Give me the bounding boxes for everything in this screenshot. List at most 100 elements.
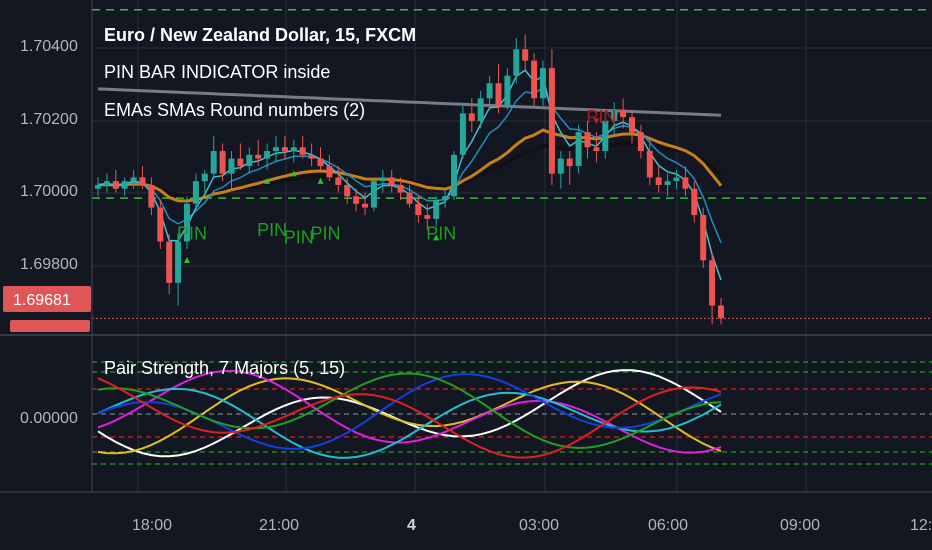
candle-body <box>664 181 671 185</box>
indicator-label: EMAs SMAs Round numbers (2) <box>104 100 365 120</box>
candle-body <box>522 49 529 61</box>
x-tick-label: 18:00 <box>132 517 172 534</box>
candle-body <box>629 117 635 133</box>
candle-body <box>406 192 413 204</box>
candle-body <box>504 75 511 106</box>
candle-body <box>130 177 137 182</box>
candle-body <box>584 132 591 148</box>
candle-body <box>548 68 555 174</box>
legend[interactable]: Euro / New Zealand Dollar, 15, FXCM PIN … <box>104 25 416 378</box>
candle-body <box>566 158 573 167</box>
candle-body <box>237 158 244 167</box>
last-price-badge-secondary <box>10 320 90 332</box>
candle-body <box>593 147 600 152</box>
candle-body <box>620 109 627 118</box>
candle-body <box>424 215 431 219</box>
candle-body <box>531 60 538 99</box>
candle-body <box>611 109 618 121</box>
pin-arrow-up <box>290 170 297 177</box>
pin-arrow-up <box>317 177 324 184</box>
strength-series-line <box>97 377 722 459</box>
candle-body <box>308 154 315 159</box>
candle-body <box>95 184 101 189</box>
x-tick-label: 09:00 <box>780 517 820 534</box>
pin-label: PIN <box>586 107 616 127</box>
candle-body <box>103 181 110 185</box>
candle-body <box>362 203 368 208</box>
candle-body <box>175 241 182 283</box>
candle-body <box>575 132 582 167</box>
candle-body <box>192 181 199 204</box>
candle-body <box>718 305 724 319</box>
y-tick-label: 1.70000 <box>20 183 78 200</box>
candle-body <box>246 154 253 167</box>
candle-body <box>495 83 502 106</box>
candle-body <box>637 132 644 152</box>
candle-body <box>700 215 707 261</box>
candle-body <box>415 203 422 216</box>
strength-lines <box>92 361 932 465</box>
candle-body <box>219 151 226 174</box>
strength-title: Pair Strength, 7 Majors (5, 15) <box>104 358 345 378</box>
candle-body <box>477 98 484 121</box>
candle-body <box>370 181 377 208</box>
candle-body <box>121 181 128 189</box>
pin-arrow-up <box>184 257 190 263</box>
candle-body <box>299 147 306 155</box>
candles <box>95 34 724 325</box>
candle-body <box>344 184 351 197</box>
time-axis[interactable]: 18:00 21:00 4 03:00 06:00 09:00 12: <box>132 517 932 534</box>
candle-body <box>353 196 360 204</box>
candle-body <box>228 158 235 174</box>
candle-body <box>317 158 324 167</box>
candle-body <box>264 151 271 159</box>
candle-body <box>335 177 342 185</box>
candle-body <box>433 200 440 219</box>
chart-title: Euro / New Zealand Dollar, 15, FXCM <box>104 25 416 45</box>
candle-body <box>184 203 190 242</box>
candle-body <box>673 177 680 182</box>
candle-body <box>557 158 564 174</box>
pin-arrow-up <box>433 234 440 241</box>
candle-body <box>646 151 653 178</box>
strength-series-line <box>97 372 722 450</box>
candle-body <box>388 177 395 185</box>
candle-body <box>273 147 279 152</box>
x-tick-label: 21:00 <box>259 517 299 534</box>
round-number-levels <box>92 9 932 319</box>
pin-arrow-down <box>593 118 600 125</box>
candle-body <box>655 177 662 185</box>
candle-body <box>397 184 404 193</box>
last-price-label: 1.69681 <box>13 292 71 309</box>
candle-body <box>326 166 333 178</box>
x-tick-label: 06:00 <box>648 517 688 534</box>
pin-label: PIN <box>426 224 456 244</box>
candle-body <box>486 83 493 99</box>
x-tick-label: 4 <box>407 517 416 534</box>
candle-body <box>255 154 262 159</box>
candle-body <box>166 241 173 283</box>
candle-body <box>379 177 386 182</box>
candle-body <box>513 49 520 76</box>
candle-body <box>451 154 457 197</box>
candle-body <box>290 147 297 152</box>
price-axis[interactable]: 1.70400 1.70200 1.70000 1.69800 1.69681 … <box>3 38 91 427</box>
candle-body <box>468 113 475 121</box>
candle-body <box>112 181 119 189</box>
candle-body <box>442 196 449 201</box>
candle-body <box>682 177 689 189</box>
candle-body <box>540 68 546 99</box>
candle-body <box>459 113 466 155</box>
candle-body <box>201 173 208 182</box>
pin-label: PIN <box>284 227 314 247</box>
pin-label: PIN <box>177 224 207 244</box>
pin-arrow-up <box>264 177 271 184</box>
candle-body <box>157 207 164 242</box>
pin-label: PIN <box>257 220 287 240</box>
candle-body <box>139 177 146 185</box>
y-tick-label: 1.70400 <box>20 38 78 55</box>
indicator-label: PIN BAR INDICATOR inside <box>104 62 330 82</box>
